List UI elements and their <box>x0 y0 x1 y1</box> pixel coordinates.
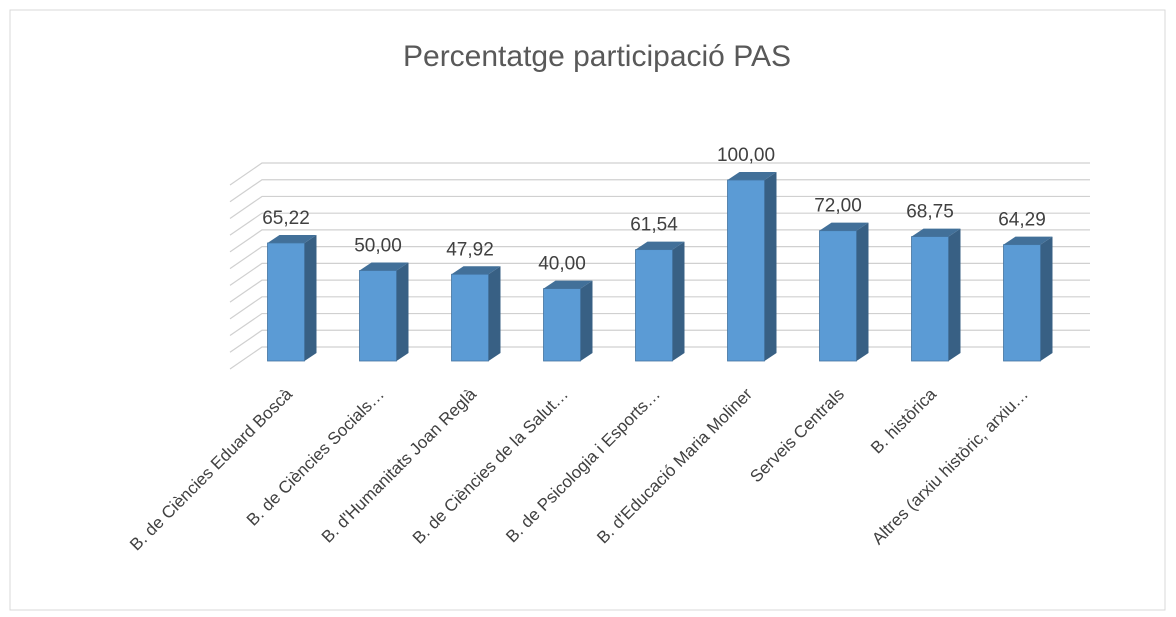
bar-top <box>819 222 869 231</box>
bar-side <box>396 262 409 361</box>
bar-front <box>451 273 489 362</box>
grid-line <box>229 279 1090 303</box>
value-label: 47,92 <box>446 239 494 260</box>
bar-side <box>304 234 317 361</box>
bar <box>635 241 685 362</box>
bar-top <box>911 228 961 237</box>
bar-side <box>948 228 961 361</box>
grid-line <box>229 346 1090 370</box>
value-label: 68,75 <box>906 202 954 223</box>
value-label: 50,00 <box>354 236 402 257</box>
bar-front <box>1003 244 1041 362</box>
bar-top <box>727 172 777 180</box>
bar-top <box>543 280 593 289</box>
value-label: 40,00 <box>538 254 586 275</box>
bar-front <box>911 236 949 362</box>
grid-line <box>229 179 1090 203</box>
bar-front <box>635 249 673 362</box>
bar-side <box>672 241 685 361</box>
chart-title: Percentatge participació PAS <box>403 40 791 73</box>
grid-line <box>229 195 1090 219</box>
bar-front <box>727 179 765 362</box>
value-label: 64,29 <box>998 210 1046 231</box>
value-label: 65,22 <box>262 208 310 229</box>
value-label: 61,54 <box>630 215 678 236</box>
bar-side <box>488 266 501 361</box>
bar-top <box>359 262 409 271</box>
grid-line <box>229 246 1090 270</box>
bar-front <box>359 270 397 362</box>
grid-line <box>229 229 1090 253</box>
value-label: 72,00 <box>814 196 862 217</box>
bar <box>819 222 869 362</box>
value-label: 100,00 <box>717 145 775 166</box>
bar-side <box>856 222 869 361</box>
grid-line <box>229 329 1090 353</box>
bar <box>359 262 409 362</box>
bar <box>1003 236 1053 362</box>
grid-line <box>229 162 1090 186</box>
bar <box>267 234 317 362</box>
bar-front <box>819 230 857 362</box>
bar <box>451 266 501 362</box>
bar-front <box>267 242 305 362</box>
bar-top <box>635 241 685 250</box>
bar <box>911 228 961 362</box>
grid-line <box>229 296 1090 320</box>
grid-line <box>229 262 1090 286</box>
bar-top <box>267 234 317 243</box>
bar-side <box>764 172 777 361</box>
bar-side <box>1040 236 1053 361</box>
bar-front <box>543 288 581 362</box>
bar <box>543 280 593 362</box>
grid-line <box>229 312 1090 337</box>
bar-top <box>1003 236 1053 245</box>
bar <box>727 172 777 362</box>
grid-line <box>229 212 1090 236</box>
bar-top <box>451 266 501 275</box>
bar-side <box>580 280 593 361</box>
